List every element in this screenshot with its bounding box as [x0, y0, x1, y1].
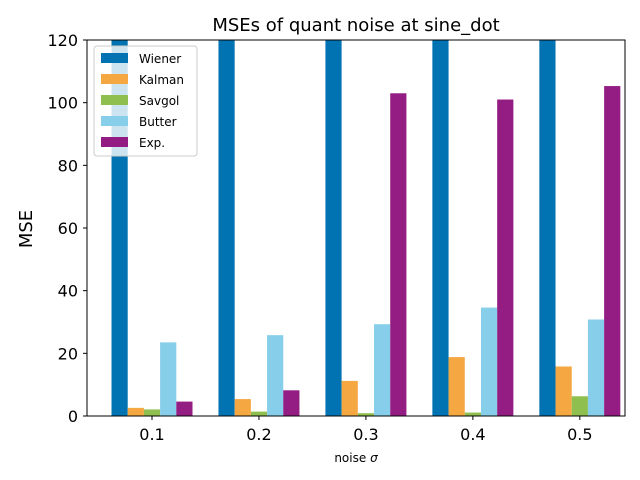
bar-savgol-0 [143, 409, 161, 416]
x-tick-label: 0.1 [139, 425, 164, 444]
bar-wiener-1 [218, 40, 235, 416]
y-tick-label: 60 [58, 219, 78, 238]
bar-butter-3 [480, 307, 498, 416]
bar-kalman-1 [234, 399, 251, 416]
bar-kalman-2 [341, 380, 358, 416]
bar-butter-2 [374, 324, 391, 416]
bar-exp-2 [390, 93, 407, 417]
x-tick-label: 0.4 [460, 425, 485, 444]
x-tick-label: 0.5 [567, 425, 592, 444]
bar-exp-4 [604, 86, 621, 416]
y-tick-label: 0 [68, 407, 78, 426]
y-tick-label: 40 [58, 282, 78, 301]
bar-wiener-2 [325, 40, 342, 416]
legend-label: Savgol [139, 94, 179, 108]
bar-exp-3 [497, 99, 514, 416]
y-axis-label: MSE [16, 210, 37, 248]
legend-label: Kalman [139, 73, 184, 87]
legend-label: Butter [139, 115, 177, 129]
bar-kalman-3 [448, 357, 465, 416]
legend: Wiener Kalman Savgol Butter Exp. [93, 45, 198, 157]
y-tick-label: 20 [58, 344, 78, 363]
x-tick-label: 0.2 [246, 425, 271, 444]
legend-swatch [101, 95, 128, 105]
bar-wiener-3 [432, 40, 449, 416]
bars-group [111, 40, 621, 417]
legend-swatch [101, 74, 128, 84]
legend-label: Wiener [139, 52, 181, 66]
bar-kalman-4 [555, 366, 572, 416]
legend-label: Exp. [139, 136, 165, 150]
bar-savgol-2 [357, 413, 375, 416]
bar-savgol-1 [250, 411, 268, 416]
bar-savgol-3 [464, 412, 481, 416]
y-tick-label: 100 [47, 94, 78, 113]
bar-kalman-0 [127, 407, 144, 416]
x-axis-label-symbol: σ [370, 451, 378, 465]
legend-swatch [101, 53, 128, 63]
bar-butter-0 [160, 342, 177, 416]
chart-title: MSEs of quant noise at sine_dot [212, 15, 499, 36]
axes-group: 0 20 40 60 80 100 120 0.1 0.2 0.3 0.4 0.5 [47, 31, 626, 444]
legend-swatch [101, 116, 128, 126]
bar-wiener-4 [539, 40, 556, 416]
bar-butter-4 [587, 319, 605, 416]
legend-box [93, 45, 198, 157]
legend-swatch [101, 137, 128, 147]
bar-savgol-4 [571, 396, 588, 416]
x-axis-label-text: noise [334, 451, 370, 465]
bar-exp-0 [176, 401, 193, 416]
y-tick-label: 120 [47, 31, 78, 50]
y-tick-label: 80 [58, 156, 78, 175]
x-tick-label: 0.3 [353, 425, 378, 444]
bar-butter-1 [267, 335, 284, 416]
bar-exp-1 [283, 390, 300, 416]
x-axis-label: noise σ [334, 451, 378, 465]
